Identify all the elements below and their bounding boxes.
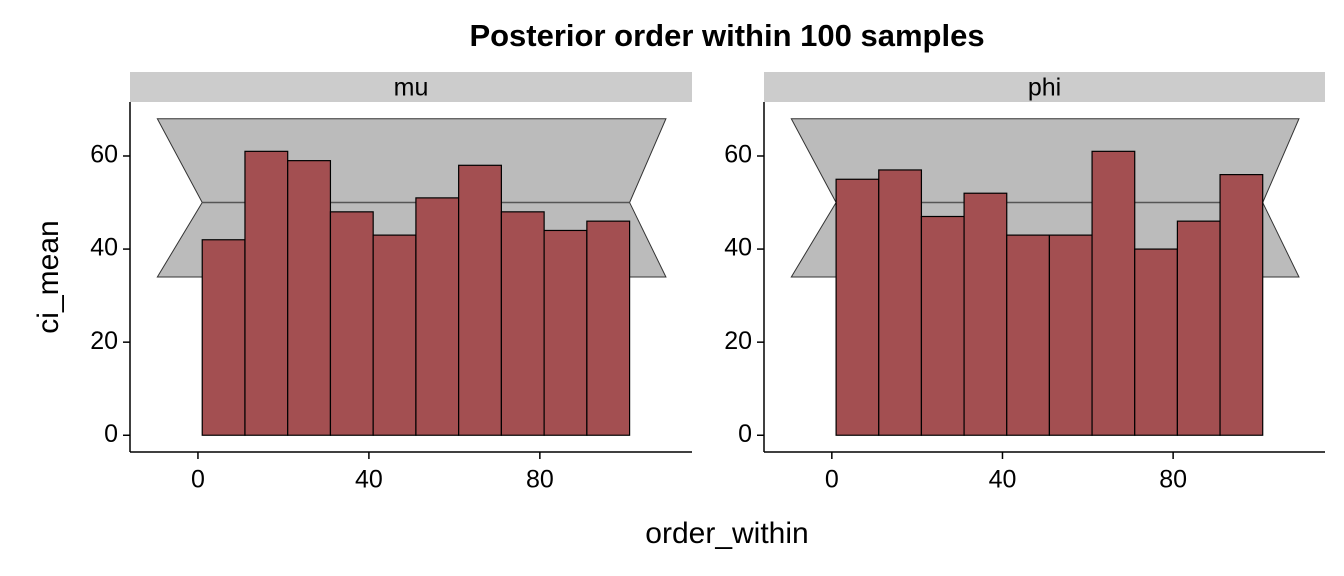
bar bbox=[835, 178, 880, 436]
y-tick-label: 40 bbox=[724, 234, 752, 262]
bar bbox=[244, 150, 289, 436]
y-tick-label: 0 bbox=[738, 420, 752, 448]
bar bbox=[372, 234, 417, 436]
bar bbox=[287, 160, 332, 436]
x-tick-label: 0 bbox=[191, 466, 205, 494]
y-tick-label: 60 bbox=[90, 141, 118, 169]
y-tick-label: 60 bbox=[724, 141, 752, 169]
y-tick-label: 20 bbox=[90, 327, 118, 355]
bar bbox=[963, 192, 1008, 436]
bar bbox=[415, 197, 460, 436]
facet-label: mu bbox=[394, 74, 429, 102]
bar bbox=[1006, 234, 1051, 436]
y-axis-label: ci_mean bbox=[32, 220, 65, 333]
facet-strip bbox=[764, 72, 1325, 102]
bar bbox=[586, 220, 631, 436]
y-tick-label: 20 bbox=[724, 327, 752, 355]
bar bbox=[500, 211, 545, 436]
bar bbox=[1091, 150, 1136, 436]
bar bbox=[1048, 234, 1093, 436]
x-tick-label: 80 bbox=[1159, 466, 1187, 494]
chart-title: Posterior order within 100 samples bbox=[469, 18, 984, 53]
bar bbox=[201, 239, 246, 436]
bar bbox=[878, 169, 923, 436]
bar bbox=[543, 229, 588, 436]
y-tick-label: 0 bbox=[104, 420, 118, 448]
x-tick-label: 40 bbox=[989, 466, 1017, 494]
x-tick-label: 0 bbox=[825, 466, 839, 494]
x-tick-label: 80 bbox=[526, 466, 554, 494]
facet-label: phi bbox=[1028, 74, 1061, 102]
bar bbox=[920, 215, 965, 436]
bar bbox=[1219, 174, 1264, 436]
x-axis-label: order_within bbox=[645, 517, 808, 550]
bar bbox=[1176, 220, 1221, 436]
x-tick-label: 40 bbox=[355, 466, 383, 494]
bar bbox=[329, 211, 374, 436]
y-tick-label: 40 bbox=[90, 234, 118, 262]
bar bbox=[458, 164, 502, 436]
bar bbox=[1134, 248, 1178, 436]
facet-strip bbox=[130, 72, 692, 102]
